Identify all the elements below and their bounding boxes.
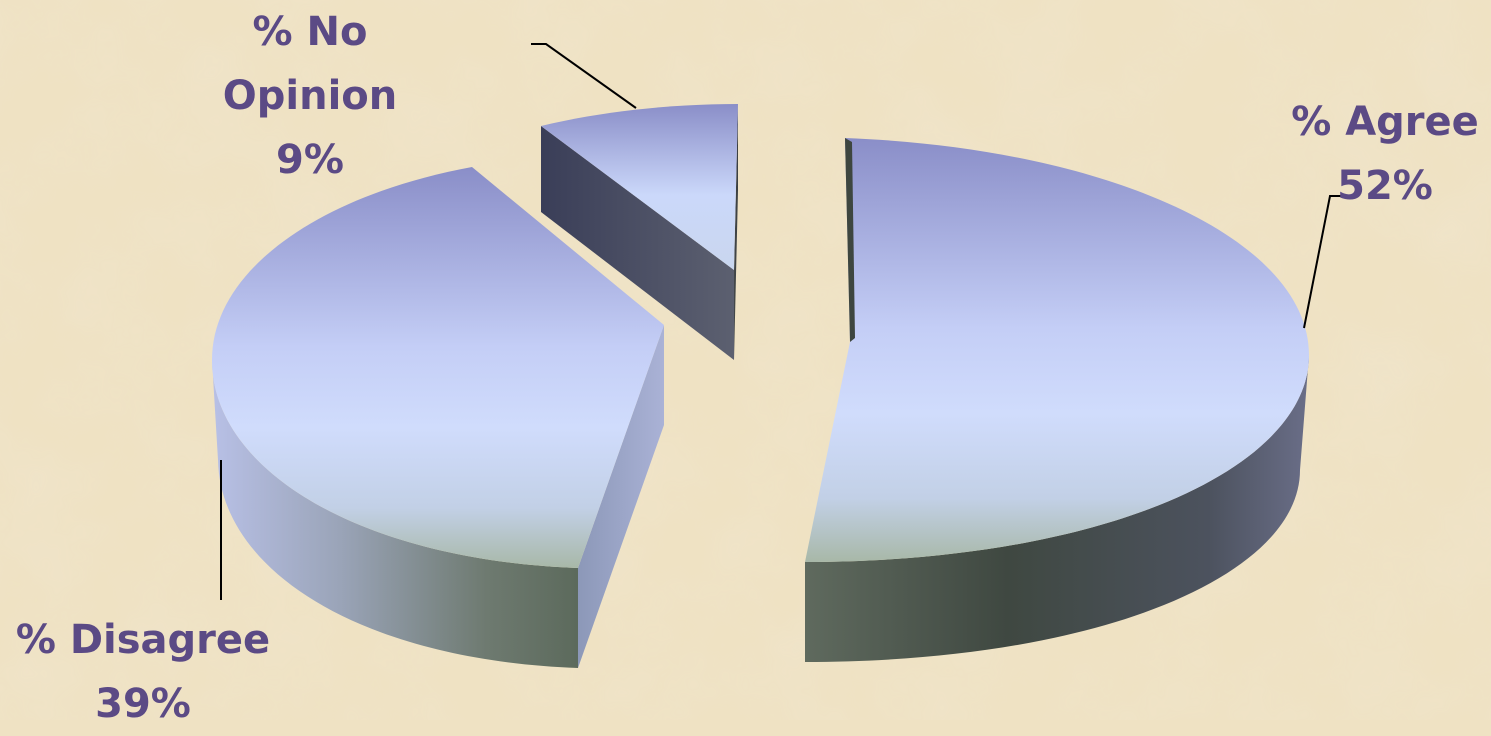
label-no-opinion-line2: Opinion: [222, 73, 398, 119]
label-agree: % Agree 52%: [1290, 90, 1480, 218]
slice-no-opinion-cut-right: [734, 104, 738, 360]
label-disagree-name: % Disagree: [15, 617, 271, 663]
label-agree-pct: 52%: [1337, 163, 1433, 209]
slice-no-opinion: [541, 104, 738, 360]
slice-no-opinion-cut-left: [541, 126, 734, 360]
leader-line-agree: [1303, 195, 1346, 329]
pie-chart: [0, 0, 1491, 720]
label-agree-name: % Agree: [1291, 99, 1479, 145]
slice-agree: [805, 138, 1309, 662]
label-no-opinion-pct: 9%: [276, 137, 344, 183]
label-disagree: % Disagree 39%: [8, 608, 278, 736]
label-disagree-pct: 39%: [95, 681, 191, 727]
slice-agree-side: [805, 355, 1309, 662]
slice-disagree-top: [212, 167, 664, 568]
label-no-opinion-line1: % No: [252, 9, 368, 55]
slice-agree-top: [805, 138, 1309, 562]
leader-line-no-opinion: [531, 43, 637, 109]
slice-disagree: [212, 167, 664, 668]
slice-disagree-cut: [578, 325, 664, 668]
label-no-opinion: % No Opinion 9%: [205, 0, 415, 192]
slice-disagree-side: [212, 360, 578, 668]
slice-agree-cut: [845, 138, 855, 342]
slice-no-opinion-top: [541, 104, 738, 270]
